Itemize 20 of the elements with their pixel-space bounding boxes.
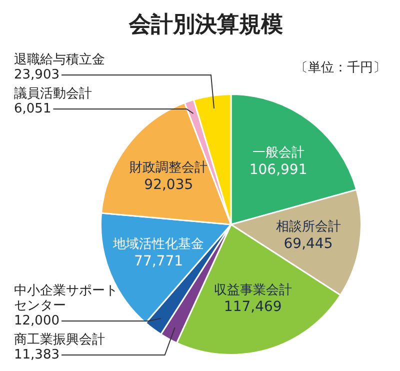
slice-label: 一般会計 (252, 146, 304, 161)
slice-label: 収益事業会計 (214, 282, 292, 298)
slice-label: 議員活動会計 (14, 86, 92, 102)
data-label: 11,383 (14, 347, 60, 362)
slice-label: 退職給与積立金 (14, 51, 105, 68)
slice-label: 中小企業サポートセンター (14, 283, 118, 314)
slice-label: 地域活性化基金 (112, 237, 204, 252)
data-label: 6,051 (14, 101, 52, 116)
data-label: 69,445 (284, 236, 333, 252)
data-label: 92,035 (144, 176, 194, 193)
text: 〔単位：千円〕 (295, 60, 386, 76)
slice-label: 財政調整会計 (130, 160, 208, 176)
chart-title: 会計別決算規模 (128, 12, 283, 38)
data-label: 77,771 (134, 253, 184, 270)
data-label: 106,991 (249, 162, 308, 178)
data-label: 12,000 (14, 313, 60, 328)
slice-label: 相談所会計 (276, 220, 341, 235)
data-label: 117,469 (224, 299, 282, 316)
data-label: 23,903 (14, 67, 60, 82)
slice-label: 商工業振興会計 (14, 332, 105, 348)
